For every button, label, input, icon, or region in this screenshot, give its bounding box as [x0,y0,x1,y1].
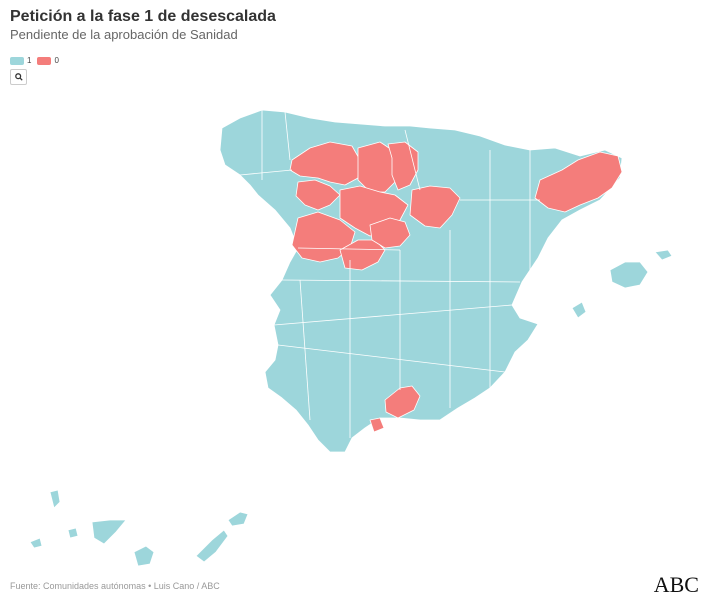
island-lanzarote[interactable] [227,511,249,527]
region-malaga-small[interactable] [369,417,385,433]
legend-swatch-1 [10,56,24,65]
region-leon-west[interactable] [295,179,341,211]
legend-item-0[interactable]: 0 [37,56,59,65]
legend-label-1: 1 [27,56,32,65]
region-burgos-east[interactable] [387,141,419,191]
region-granada[interactable] [384,385,421,419]
search-button[interactable] [10,69,27,85]
island-ibiza[interactable] [571,301,587,319]
province-borders [239,110,540,438]
island-la-gomera[interactable] [67,527,79,539]
source-note: Fuente: Comunidades autónomas • Luis Can… [10,581,220,591]
region-madrid-area[interactable] [369,217,411,249]
island-tenerife[interactable] [91,519,127,545]
island-menorca[interactable] [654,249,673,261]
legend: 1 0 [10,56,59,65]
abc-logo: ABC [653,572,699,597]
island-mallorca[interactable] [609,261,649,289]
island-fuerteventura[interactable] [195,529,229,563]
legend-swatch-0 [37,56,52,65]
region-catalonia[interactable] [534,151,623,213]
island-el-hierro[interactable] [29,537,43,549]
island-la-palma[interactable] [49,489,61,509]
legend-label-0: 0 [54,56,59,65]
search-icon [14,73,23,81]
map-subtitle: Pendiente de la aprobación de Sanidad [10,27,238,42]
island-gran-canaria[interactable] [133,545,155,567]
map-title: Petición a la fase 1 de desescalada [10,8,276,25]
legend-item-1[interactable]: 1 [10,56,31,65]
region-castilla-leon-north[interactable] [289,141,361,186]
region-avila[interactable] [339,239,386,271]
region-soria[interactable] [409,185,461,229]
